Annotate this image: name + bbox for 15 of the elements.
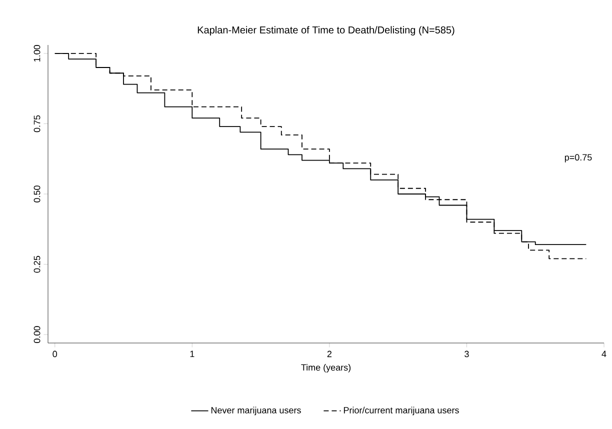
x-tick-label: 1 [190,350,194,357]
x-tick-label: 2 [327,350,332,358]
legend-label: Never marijuana users [211,406,301,416]
y-tick-label: 0.75 [34,115,40,132]
y-tick-label: 0.50 [34,186,40,202]
chart-title: Kaplan-Meier Estimate of Time to Death/Delisting (N=585) [198,26,454,36]
x-tick-label: 3 [464,350,469,358]
annotation: p=0.75 [564,154,592,162]
y-tick-label: 0.25 [34,256,40,273]
x-tick-label: 4 [602,350,606,357]
x-tick-label: 0 [52,350,58,358]
y-tick-label: 0.00 [34,326,40,343]
x-axis-title: Time (years) [301,364,351,372]
y-tick-label: 1.00 [34,45,40,62]
legend-label: Prior/current marijuana users [344,406,459,416]
